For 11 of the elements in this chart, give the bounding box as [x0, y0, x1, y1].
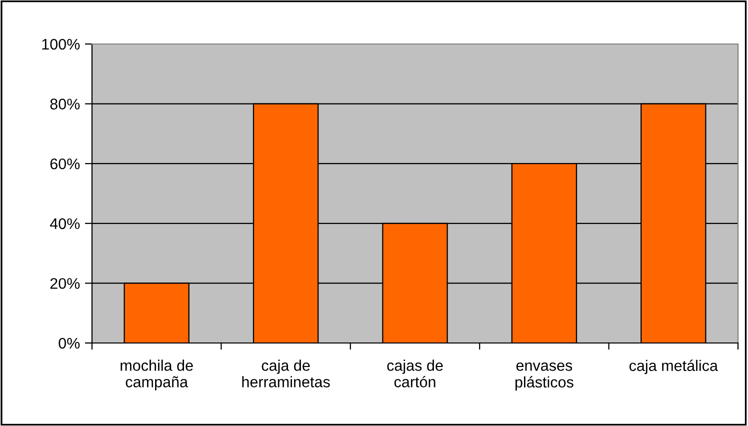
- x-tick-label: envases plásticos: [515, 362, 574, 391]
- x-tick-label: caja metálica: [629, 360, 718, 374]
- y-tick-label: 100%: [42, 38, 80, 50]
- x-tick-label: mochila de campaña: [120, 360, 193, 390]
- y-tick-label: 40%: [50, 218, 80, 230]
- x-tick-label: cajas de cartón: [387, 360, 443, 388]
- y-tick-label: 80%: [50, 98, 80, 110]
- y-tick-label: 20%: [50, 278, 80, 289]
- y-tick-label: 0%: [58, 338, 80, 349]
- y-tick-label: 60%: [50, 158, 80, 170]
- x-tick-label: caja de herraminetas: [242, 360, 330, 388]
